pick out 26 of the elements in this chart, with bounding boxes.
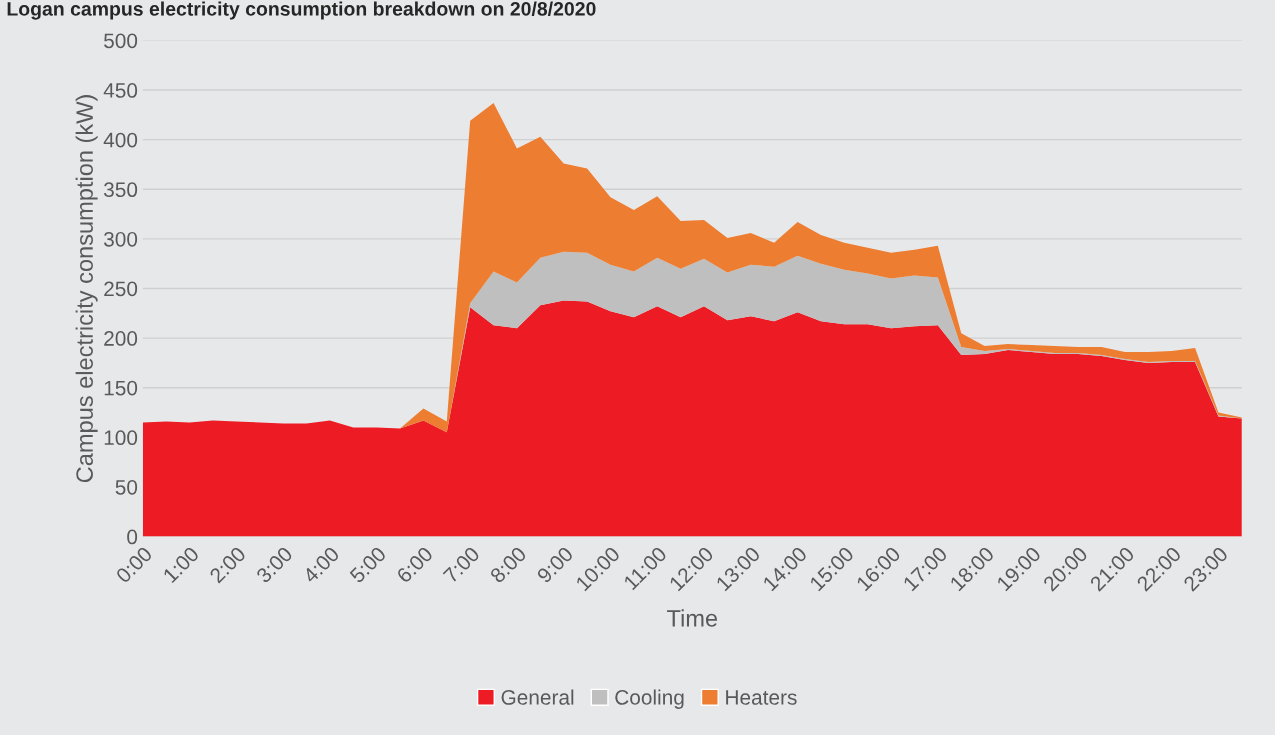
- chart-title: Logan campus electricity consumption breakdown on 20/8/2020: [7, 1, 596, 20]
- x-tick-label: 6:00: [395, 545, 434, 584]
- legend-label: Cooling: [615, 689, 684, 709]
- x-tick-label: 4:00: [301, 545, 341, 585]
- y-axis-title: Campus electricity consumption (kW): [75, 95, 98, 483]
- legend-label: General: [501, 689, 574, 705]
- y-tick-label: 0: [127, 529, 138, 545]
- x-tick-label: 8:00: [489, 545, 528, 584]
- y-tick-label: 450: [103, 83, 138, 98]
- y-tick-label: 400: [103, 132, 138, 148]
- x-tick-label: 3:00: [255, 545, 294, 584]
- x-tick-label: 7:00: [442, 545, 481, 584]
- x-axis-title: Time: [667, 609, 718, 627]
- x-tick-label: 1:00: [162, 545, 200, 584]
- x-tick-label: 5:00: [348, 545, 387, 584]
- y-tick-label: 500: [104, 33, 138, 49]
- x-tick-label: 9:00: [536, 545, 574, 584]
- y-tick-label: 300: [103, 231, 138, 247]
- y-tick-label: 350: [103, 182, 138, 198]
- y-tick-label: 200: [104, 331, 138, 346]
- x-tick-label: 0:00: [115, 545, 154, 584]
- y-tick-label: 50: [115, 479, 138, 495]
- y-tick-label: 100: [104, 430, 138, 446]
- y-tick-label: 250: [104, 281, 138, 297]
- y-tick-label: 150: [104, 380, 138, 396]
- legend-label: Heaters: [726, 690, 797, 705]
